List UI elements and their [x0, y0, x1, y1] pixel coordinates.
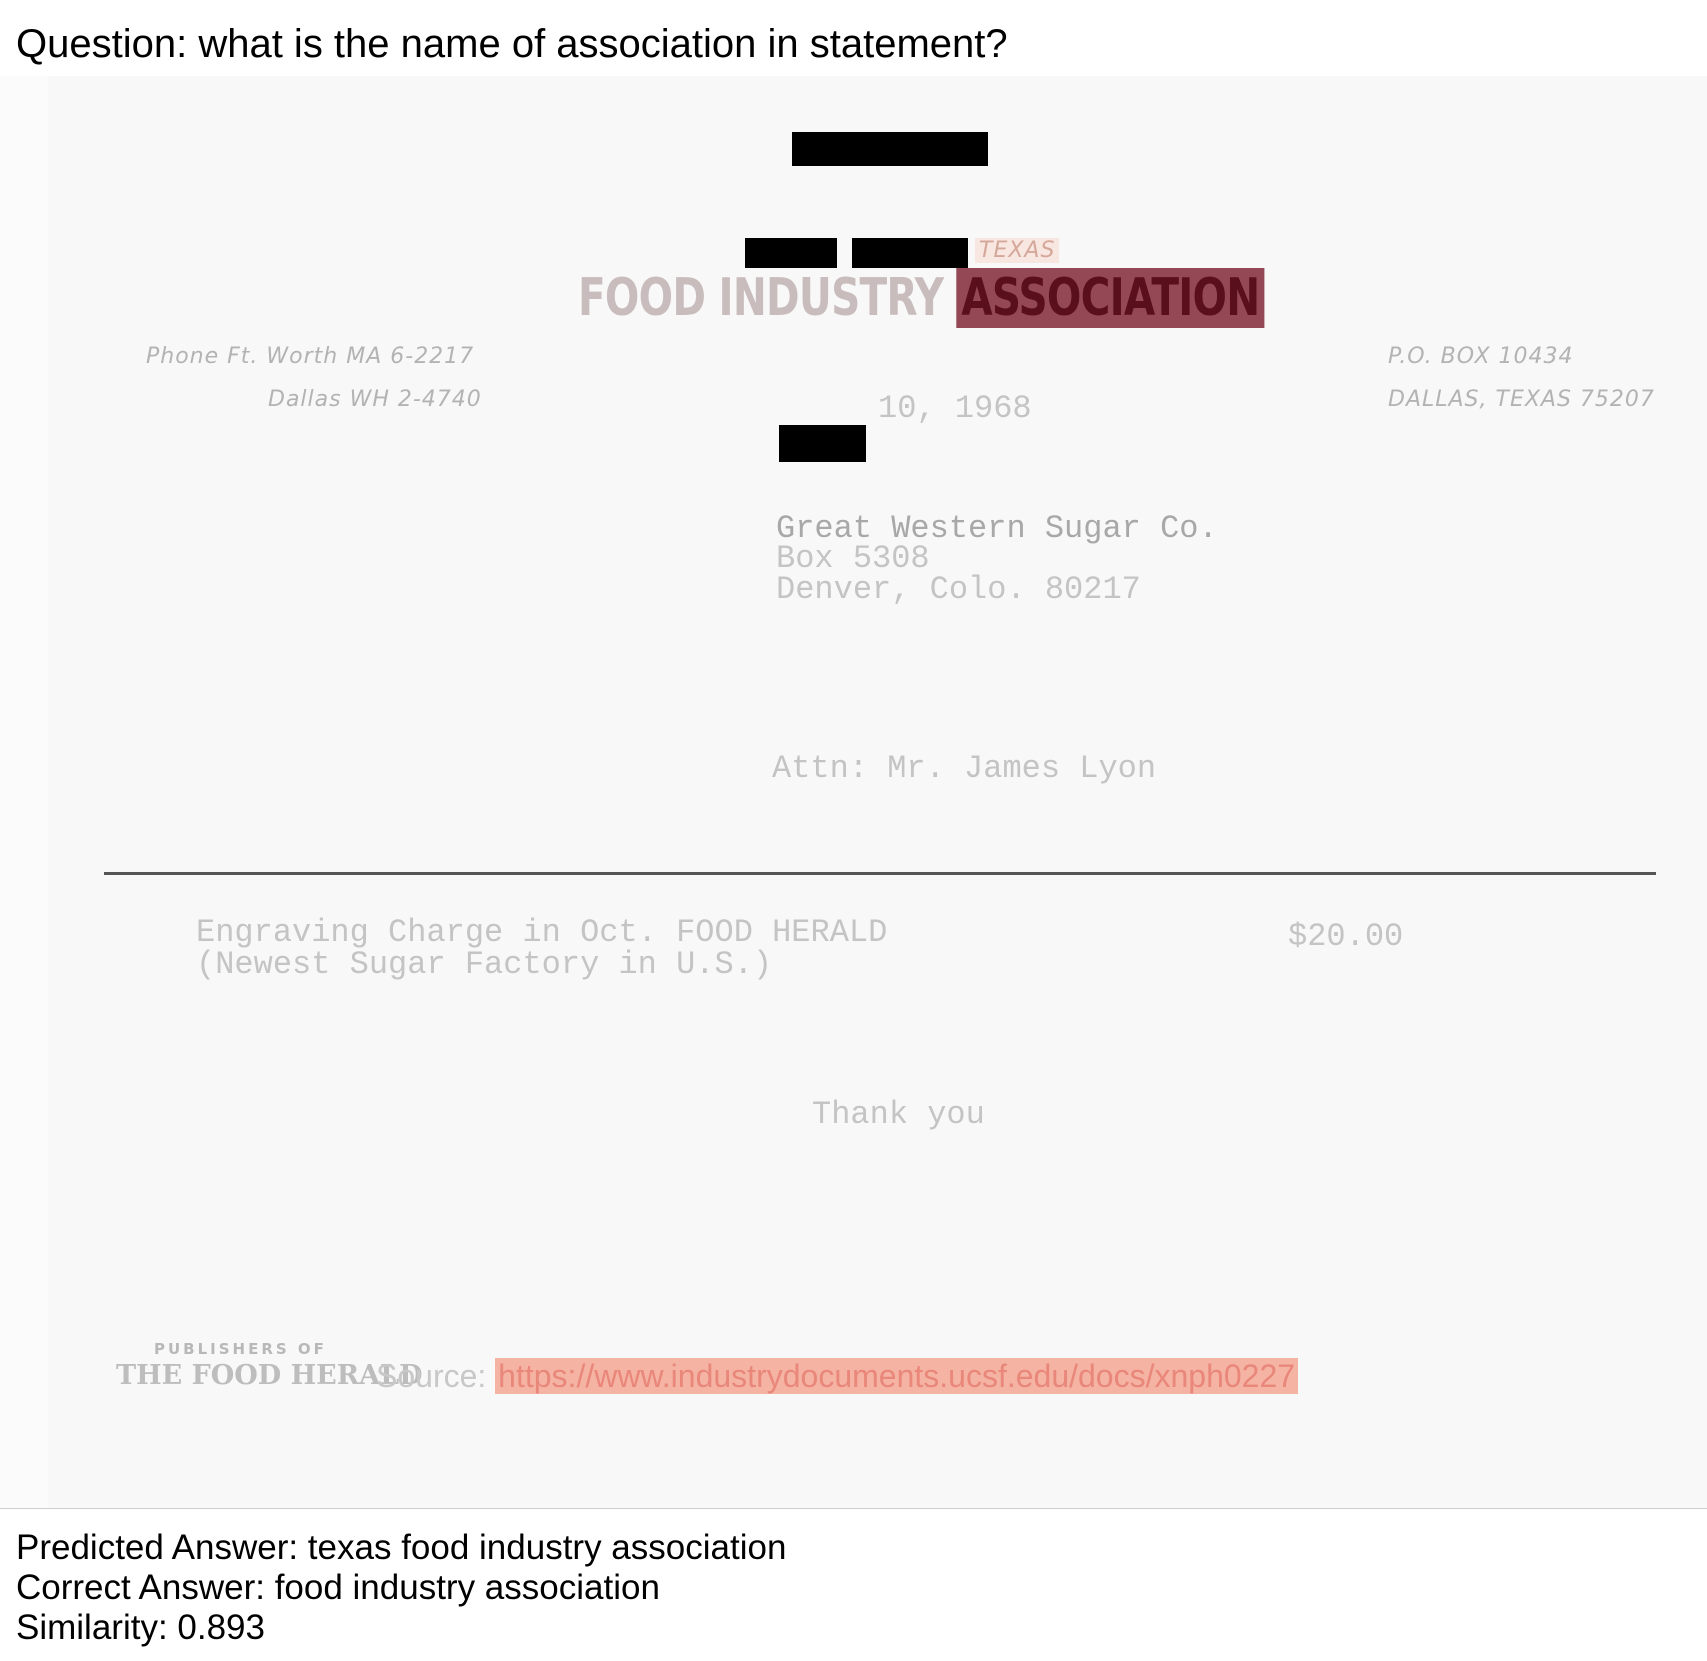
po-box: P.O. BOX 10434 [1388, 344, 1574, 369]
recipient-city: Denver, Colo. 80217 [776, 571, 1141, 608]
question-text: Question: what is the name of associatio… [16, 22, 1008, 66]
similarity-score: Similarity: 0.893 [16, 1608, 265, 1647]
redaction-block [792, 132, 988, 166]
source-line: Source: https://www.industrydocuments.uc… [376, 1358, 1299, 1395]
redaction-block [745, 238, 837, 268]
charge-description: Engraving Charge in Oct. FOOD HERALD [196, 914, 888, 951]
publishers-label: PUBLISHERS OF [154, 1340, 327, 1358]
divider-rule [104, 872, 1656, 875]
closing-text: Thank you [812, 1096, 985, 1133]
phone-fort-worth: Phone Ft. Worth MA 6-2217 [146, 344, 475, 369]
results-panel: Predicted Answer: texas food industry as… [16, 1528, 786, 1648]
title-association: ASSOCIATION [956, 268, 1265, 328]
correct-answer: Correct Answer: food industry associatio… [16, 1568, 660, 1607]
letterhead-title: FOOD INDUSTRY ASSOCIATION [578, 268, 1265, 328]
recipient-company: Great Western Sugar Co. [776, 510, 1218, 547]
source-link[interactable]: https://www.industrydocuments.ucsf.edu/d… [495, 1358, 1299, 1394]
phone-dallas: Dallas WH 2-4740 [268, 387, 482, 412]
recipient-box: Box 5308 [776, 540, 930, 577]
address-city: DALLAS, TEXAS 75207 [1388, 387, 1655, 412]
charge-detail: (Newest Sugar Factory in U.S.) [196, 946, 773, 983]
attention-line: Attn: Mr. James Lyon [772, 750, 1157, 787]
predicted-answer: Predicted Answer: texas food industry as… [16, 1528, 787, 1567]
letterhead-state: TEXAS [975, 238, 1060, 263]
food-herald-label: THE FOOD HERALD [116, 1360, 423, 1391]
statement-date: 10, 1968 [878, 390, 1032, 427]
redaction-block [779, 425, 866, 462]
charge-amount: $20.00 [1288, 918, 1404, 955]
scan-edge [0, 76, 48, 1508]
separator [0, 1508, 1707, 1509]
document-scan: TEXAS FOOD INDUSTRY ASSOCIATION Phone Ft… [0, 76, 1707, 1508]
redaction-block [852, 238, 968, 268]
title-food-industry: FOOD INDUSTRY [578, 268, 944, 328]
source-label: Source: [376, 1358, 496, 1394]
